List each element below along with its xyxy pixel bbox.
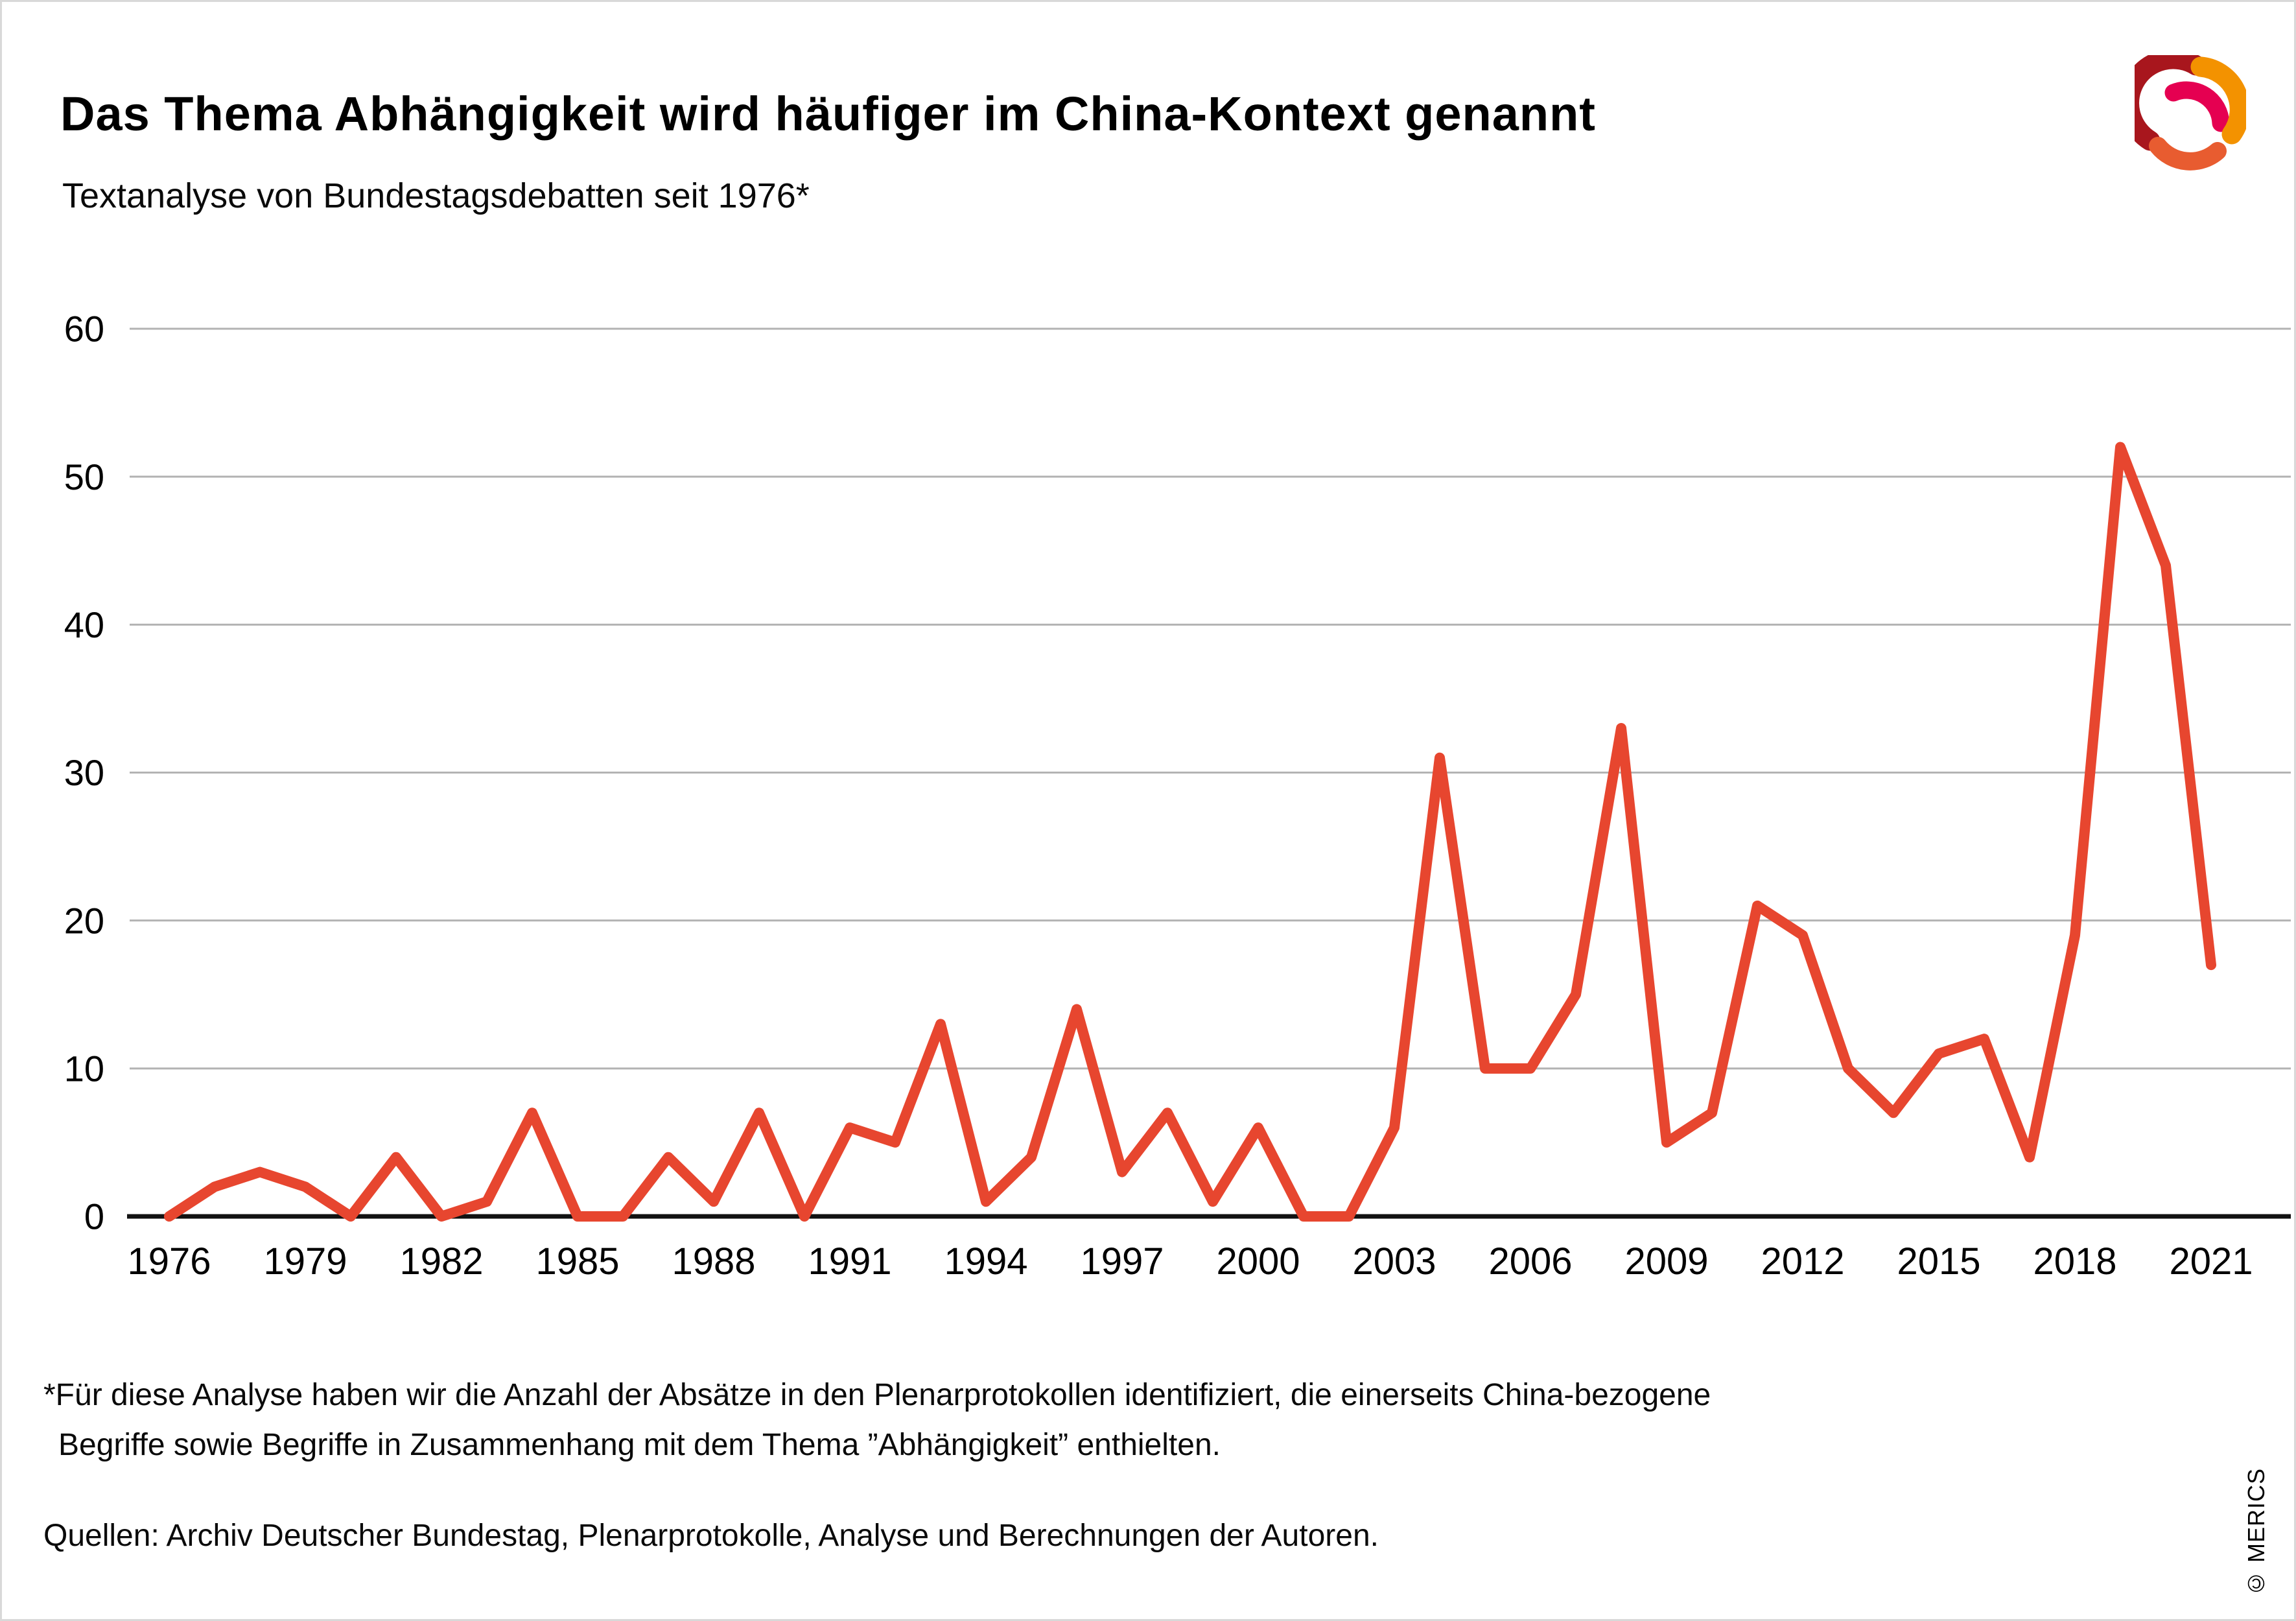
x-tick-label: 1982 <box>399 1240 483 1283</box>
x-tick-label: 2003 <box>1352 1240 1436 1283</box>
y-tick-label: 50 <box>64 456 104 497</box>
y-tick-label: 60 <box>64 309 104 349</box>
x-tick-label: 2018 <box>2033 1240 2116 1283</box>
y-tick-label: 0 <box>84 1196 104 1237</box>
y-tick-label: 10 <box>64 1048 104 1089</box>
copyright-vertical-label: © MERICS <box>2243 1467 2269 1597</box>
data-line-mentions-per-year <box>164 442 2216 1222</box>
x-tick-label: 1988 <box>672 1240 755 1283</box>
logo-arc-orange-red <box>2149 137 2227 171</box>
y-tick-label: 40 <box>64 604 104 645</box>
logo-arc-orange <box>2190 56 2246 145</box>
logo-arc-dark-red <box>2135 55 2207 151</box>
y-tick-label: 30 <box>64 752 104 793</box>
footnote: *Für diese Analyse haben wir die Anzahl … <box>43 1370 1711 1470</box>
x-tick-label: 2009 <box>1624 1240 1708 1283</box>
page-subtitle: Textanalyse von Bundestagsdebatten seit … <box>62 176 810 215</box>
sources-line: Quellen: Archiv Deutscher Bundestag, Ple… <box>43 1519 1379 1553</box>
x-tick-label: 1997 <box>1080 1240 1164 1283</box>
x-tick-label: 2000 <box>1216 1240 1300 1283</box>
x-tick-label: 1991 <box>808 1240 891 1283</box>
x-tick-label: 2006 <box>1488 1240 1572 1283</box>
x-tick-label: 1985 <box>535 1240 619 1283</box>
x-tick-label: 2015 <box>1897 1240 1980 1283</box>
page-title: Das Thema Abhängigkeit wird häufiger im … <box>60 87 1596 141</box>
x-tick-label: 2021 <box>2169 1240 2253 1283</box>
footnote-line-2: Begriffe sowie Begriffe in Zusammenhang … <box>58 1428 1221 1462</box>
x-tick-label: 2012 <box>1761 1240 1844 1283</box>
x-tick-label: 1994 <box>944 1240 1027 1283</box>
x-tick-label: 1976 <box>127 1240 211 1283</box>
footnote-line-1: *Für diese Analyse haben wir die Anzahl … <box>43 1378 1711 1412</box>
y-tick-label: 20 <box>64 900 104 941</box>
logo-arc-pink <box>2164 81 2230 132</box>
x-tick-label: 1979 <box>263 1240 347 1283</box>
merics-swirl-logo-icon <box>2135 55 2246 171</box>
